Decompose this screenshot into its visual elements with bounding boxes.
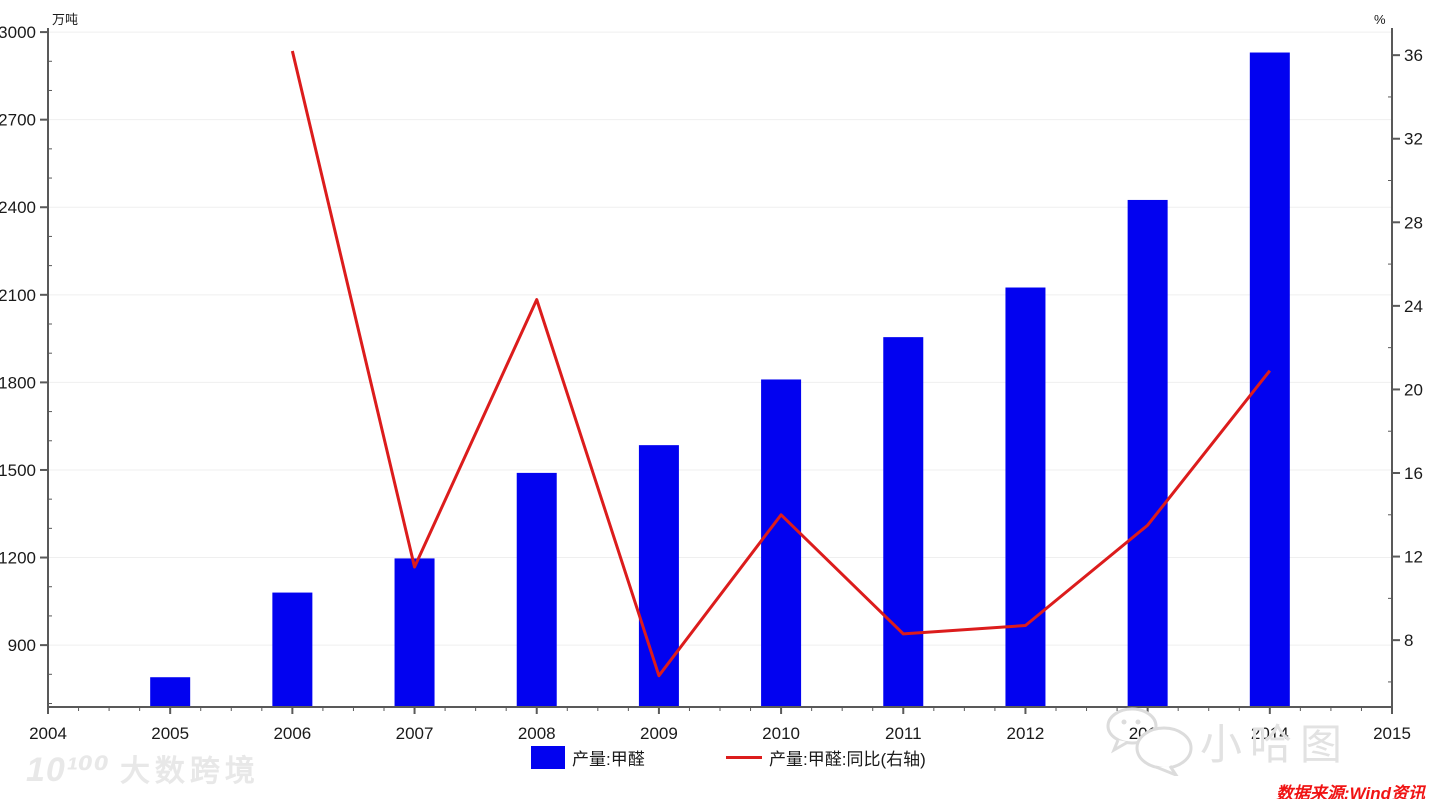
data-source-note: 数据来源:Wind资讯 bbox=[1275, 784, 1425, 799]
right-axis-tick-label: 36 bbox=[1404, 46, 1423, 65]
right-axis-tick-label: 8 bbox=[1404, 631, 1413, 650]
left-axis-tick-label: 1800 bbox=[0, 373, 36, 392]
left-axis-tick-label: 2100 bbox=[0, 286, 36, 305]
x-axis-tick-label: 2006 bbox=[273, 724, 311, 743]
x-axis-tick-label: 2008 bbox=[518, 724, 556, 743]
legend-item-yoy: 产量:甲醛:同比(右轴) bbox=[726, 744, 926, 770]
x-axis-tick-label: 2005 bbox=[151, 724, 189, 743]
legend: 产量:甲醛 产量:甲醛:同比(右轴) bbox=[0, 744, 1433, 774]
right-axis-tick-label: 32 bbox=[1404, 130, 1423, 149]
left-axis-tick-label: 2400 bbox=[0, 198, 36, 217]
legend-item-production: 产量:甲醛 bbox=[531, 744, 645, 770]
dashukuajing-logo-icon: 10¹⁰⁰ bbox=[26, 751, 110, 789]
bar-2013 bbox=[1127, 199, 1168, 707]
legend-line-label: 产量:甲醛:同比(右轴) bbox=[769, 749, 926, 769]
bar-2010 bbox=[761, 379, 802, 707]
left-axis-tick-label: 900 bbox=[8, 636, 36, 655]
x-axis-tick-label: 2007 bbox=[396, 724, 434, 743]
bar-2009 bbox=[638, 445, 679, 707]
bar-2007 bbox=[394, 558, 435, 707]
left-axis-tick-label: 1500 bbox=[0, 461, 36, 480]
bar-2006 bbox=[272, 592, 313, 707]
right-axis-tick-label: 24 bbox=[1404, 297, 1423, 316]
x-axis-tick-label: 2011 bbox=[885, 724, 922, 743]
xiahatu-logo-text: 小哈图 bbox=[1200, 720, 1351, 768]
bar-2008 bbox=[516, 472, 557, 707]
legend-bar-label: 产量:甲醛 bbox=[572, 749, 645, 769]
legend-line-swatch bbox=[726, 755, 762, 759]
yoy-line bbox=[290, 50, 1271, 678]
left-axis-tick-label: 3000 bbox=[0, 23, 36, 42]
left-axis-unit-label: 万吨 bbox=[52, 12, 79, 27]
right-axis-tick-label: 20 bbox=[1404, 380, 1423, 399]
x-axis-tick-label: 2015 bbox=[1373, 724, 1411, 743]
x-axis-tick-label: 2004 bbox=[29, 724, 67, 743]
bar-2005 bbox=[150, 677, 191, 707]
bar-2012 bbox=[1005, 287, 1046, 707]
watermark-xiahatu: 小哈图 bbox=[1104, 706, 1350, 776]
x-axis-tick-label: 2010 bbox=[762, 724, 800, 743]
right-axis-tick-label: 16 bbox=[1404, 464, 1423, 483]
right-axis-tick-label: 28 bbox=[1404, 213, 1423, 232]
x-axis-tick-label: 2009 bbox=[640, 724, 678, 743]
dashukuajing-logo-text: 大数跨境 bbox=[119, 755, 260, 788]
right-axis-tick-label: 12 bbox=[1404, 548, 1423, 567]
left-axis-tick-label: 2700 bbox=[0, 111, 36, 130]
chat-bubbles-icon bbox=[1106, 707, 1193, 776]
left-axis-tick-label: 1200 bbox=[0, 549, 36, 568]
x-axis-tick-label: 2014 bbox=[1251, 724, 1289, 743]
watermark-dashukuajing: 10¹⁰⁰ 大数跨境 bbox=[26, 746, 260, 790]
bar-2014 bbox=[1249, 52, 1290, 708]
bar-2011 bbox=[883, 337, 924, 707]
right-axis-unit-label: % bbox=[1374, 12, 1386, 27]
x-axis-tick-label: 2012 bbox=[1007, 724, 1045, 743]
legend-bar-swatch bbox=[531, 745, 565, 769]
